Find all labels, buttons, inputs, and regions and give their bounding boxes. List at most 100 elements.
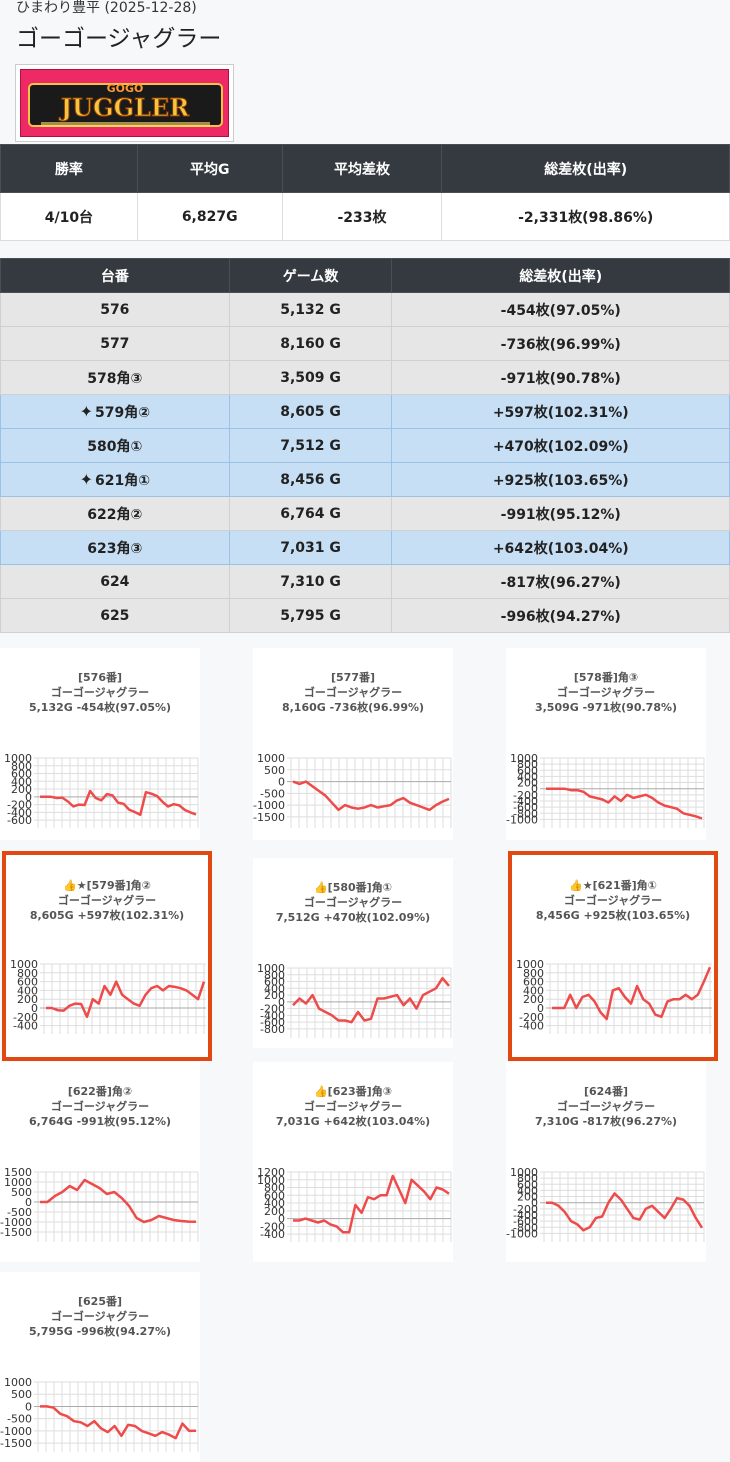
series-line — [40, 1178, 197, 1224]
chart-title: [624番] ゴーゴージャグラー 7,310G -817枚(96.27%) — [506, 1084, 706, 1129]
table-row[interactable]: 623角③ 7,031 G +642枚(103.04%) — [0, 530, 730, 565]
page-title: ゴーゴージャグラー — [16, 26, 222, 52]
machine-id-cell: 577 — [0, 326, 230, 361]
machine-chart-card[interactable]: [576番] ゴーゴージャグラー 5,132G -454枚(97.05%) 1000 8… — [0, 648, 200, 840]
y-tick-label: 0 — [278, 776, 285, 789]
chart-title-line: ゴーゴージャグラー — [303, 1100, 403, 1113]
chart-title-line: 5,132G -454枚(97.05%) — [28, 701, 172, 714]
machine-id-cell: 576 — [0, 292, 230, 327]
series-line — [546, 787, 703, 820]
machine-diff: -736枚(96.99%) — [391, 326, 730, 361]
machine-id: 621角① — [94, 472, 151, 489]
table-row[interactable]: ✦ 579角② 8,605 G +597枚(102.31%) — [0, 394, 730, 429]
machine-diff: -996枚(94.27%) — [391, 598, 730, 633]
machine-diff: -991枚(95.12%) — [391, 496, 730, 531]
machine-chart-card[interactable]: [577番] ゴーゴージャグラー 8,160G -736枚(96.99%) 1000 5… — [253, 648, 453, 840]
y-tick-label: 600 — [517, 764, 538, 777]
chart-title-line: [625番] — [77, 1295, 123, 1308]
machine-diff: +925枚(103.65%) — [391, 462, 730, 497]
machine-chart-card[interactable]: [625番] ゴーゴージャグラー 5,795G -996枚(94.27%) 1000 5… — [0, 1272, 200, 1462]
machine-chart-card[interactable]: 👍★[621番]角① ゴーゴージャグラー 8,456G +925枚(103.65%)… — [508, 851, 718, 1061]
machine-chart-card[interactable]: 👍[623番]角③ ゴーゴージャグラー 7,031G +642枚(103.04%) 1… — [253, 1062, 453, 1262]
chart-title-line: 7,512G +470枚(102.09%) — [275, 911, 431, 924]
y-tick-label: 1000 — [4, 752, 32, 765]
machine-header: ゲーム数 — [228, 258, 393, 293]
machine-chart-card[interactable]: [624番] ゴーゴージャグラー 7,310G -817枚(96.27%) 1000 8… — [506, 1062, 706, 1262]
y-tick-label: 0 — [25, 1196, 32, 1209]
chart-title-line: ゴーゴージャグラー — [57, 894, 157, 907]
y-tick-label: -400 — [519, 1020, 544, 1033]
y-tick-label: -800 — [513, 1221, 538, 1234]
machine-id-cell: 625 — [0, 598, 230, 633]
chart-title-line: 3,509G -971枚(90.78%) — [534, 701, 678, 714]
summary-header: 平均差枚 — [281, 144, 443, 193]
sparkles-icon: ✦ — [79, 469, 93, 489]
y-tick-label: 400 — [264, 1197, 285, 1210]
chart-title-line: 6,764G -991枚(95.12%) — [28, 1115, 172, 1128]
y-tick-label: 400 — [517, 1184, 538, 1197]
machine-diff: +642枚(103.04%) — [391, 530, 730, 565]
summary-header: 総差枚(出率) — [441, 144, 730, 193]
y-tick-label: 400 — [517, 770, 538, 783]
y-tick-label: -1500 — [0, 1437, 32, 1450]
y-tick-label: 500 — [11, 1388, 32, 1401]
y-tick-label: 800 — [264, 1182, 285, 1195]
machine-id: 577 — [100, 335, 130, 352]
y-tick-label: 1200 — [257, 1166, 285, 1179]
chart-title: [578番]角③ ゴーゴージャグラー 3,509G -971枚(90.78%) — [506, 670, 706, 715]
machine-id: 579角② — [94, 404, 151, 421]
machine-diff: -817枚(96.27%) — [391, 564, 730, 599]
machine-chart-card[interactable]: [622番]角② ゴーゴージャグラー 6,764G -991枚(95.12%) 150… — [0, 1062, 200, 1262]
y-tick-label: 0 — [278, 996, 285, 1009]
y-tick-label: 600 — [517, 1178, 538, 1191]
y-tick-label: 600 — [264, 1189, 285, 1202]
summary-total-diff: -2,331枚(98.86%) — [441, 192, 730, 241]
chart-title-line: [624番] — [583, 1085, 629, 1098]
table-row[interactable]: 625 5,795 G -996枚(94.27%) — [0, 598, 730, 633]
machine-header: 台番 — [0, 258, 230, 293]
table-row[interactable]: 576 5,132 G -454枚(97.05%) — [0, 292, 730, 327]
machine-id: 622角② — [87, 506, 143, 523]
summary-header: 平均G — [136, 144, 283, 193]
y-tick-label: -1000 — [506, 1227, 538, 1240]
machine-games: 7,512 G — [228, 428, 393, 463]
chart-title: 👍★[621番]角① ゴーゴージャグラー 8,456G +925枚(103.65%) — [512, 878, 714, 923]
series-line — [40, 789, 197, 816]
table-row[interactable]: 622角② 6,764 G -991枚(95.12%) — [0, 496, 730, 531]
y-tick-label: 1000 — [4, 1176, 32, 1189]
y-tick-label: 1000 — [510, 752, 538, 765]
chart-title: 👍[623番]角③ ゴーゴージャグラー 7,031G +642枚(103.04%) — [253, 1084, 453, 1129]
machine-chart-card[interactable]: 👍[580番]角① ゴーゴージャグラー 7,512G +470枚(102.09%) 1… — [253, 858, 453, 1048]
table-row[interactable]: 624 7,310 G -817枚(96.27%) — [0, 564, 730, 599]
chart-title-line: [577番] — [330, 671, 376, 684]
machine-diff: +470枚(102.09%) — [391, 428, 730, 463]
machine-id: 578角③ — [87, 370, 143, 387]
y-tick-label: -400 — [260, 1009, 285, 1022]
table-row[interactable]: ✦ 621角① 8,456 G +925枚(103.65%) — [0, 462, 730, 497]
y-tick-label: 600 — [264, 976, 285, 989]
y-tick-label: 0 — [31, 1002, 38, 1015]
machine-chart-card[interactable]: [578番]角③ ゴーゴージャグラー 3,509G -971枚(90.78%) 100… — [506, 648, 706, 840]
table-row[interactable]: 578角③ 3,509 G -971枚(90.78%) — [0, 360, 730, 395]
y-tick-label: -1000 — [0, 1425, 32, 1438]
machine-header: 総差枚(出率) — [391, 258, 730, 293]
y-tick-label: 400 — [523, 984, 544, 997]
y-tick-label: -800 — [260, 1023, 285, 1036]
table-row[interactable]: 577 8,160 G -736枚(96.99%) — [0, 326, 730, 361]
chart-title-line: [576番] — [77, 671, 123, 684]
machine-id-cell: 580角① — [0, 428, 230, 463]
chart-title: [622番]角② ゴーゴージャグラー 6,764G -991枚(95.12%) — [0, 1084, 200, 1129]
chart-title-line: 👍[623番]角③ — [313, 1085, 393, 1098]
machine-id: 623角③ — [87, 540, 143, 557]
machine-id: 580角① — [87, 438, 143, 455]
table-row[interactable]: 580角① 7,512 G +470枚(102.09%) — [0, 428, 730, 463]
chart-title: 👍★[579番]角② ゴーゴージャグラー 8,605G +597枚(102.31%) — [6, 878, 208, 923]
y-tick-label: -500 — [260, 787, 285, 800]
series-line — [293, 1174, 450, 1234]
machine-chart-card[interactable]: 👍★[579番]角② ゴーゴージャグラー 8,605G +597枚(102.31%)… — [2, 851, 212, 1061]
machine-id-cell: 623角③ — [0, 530, 230, 565]
y-tick-label: 400 — [17, 984, 38, 997]
